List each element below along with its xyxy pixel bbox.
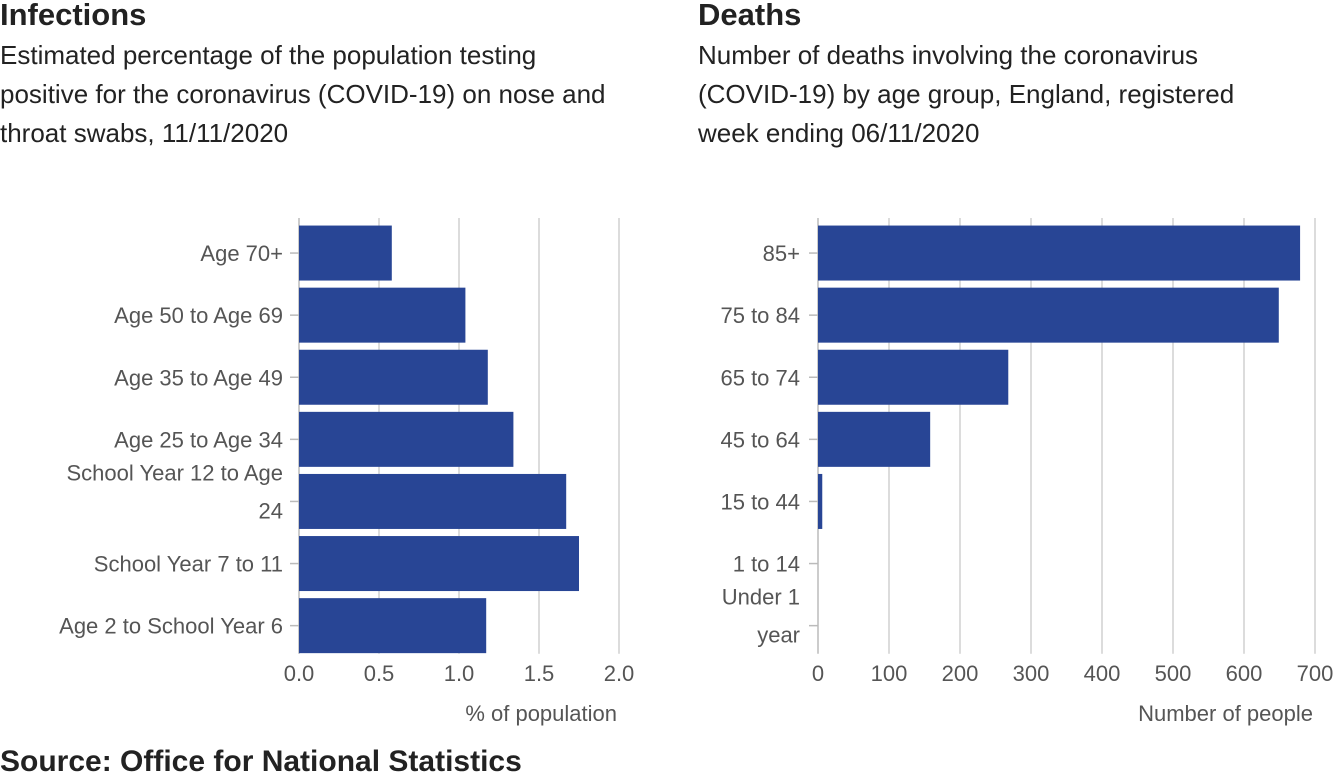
x-tick-label: 1.0: [444, 661, 475, 686]
x-tick-label: 600: [1226, 661, 1263, 686]
bar: [818, 411, 931, 467]
category-label: 15 to 44: [720, 489, 800, 514]
category-label: Age 2 to School Year 6: [59, 614, 283, 639]
source-note: Source: Office for National Statistics: [0, 745, 522, 778]
x-tick-label: 1.5: [524, 661, 555, 686]
infections-bar-chart: Age 70+ Age 50 to Age 69 Age 35 to Age 49 A…: [59, 218, 635, 726]
category-label: 75 to 84: [720, 303, 800, 328]
bar: [299, 598, 487, 654]
bar: [818, 287, 1279, 343]
x-tick-label: 700: [1297, 661, 1334, 686]
category-label: 65 to 74: [720, 365, 800, 390]
gridlines: [888, 218, 1316, 654]
bar: [299, 287, 466, 343]
x-tick-label: 500: [1155, 661, 1192, 686]
infections-subtitle: Estimated percentage of the population t…: [0, 40, 606, 148]
x-tick-label: 300: [1013, 661, 1050, 686]
infections-title: Infections: [0, 0, 147, 32]
x-tick-label: 2.0: [604, 661, 635, 686]
category-label: 1 to 14: [733, 552, 800, 577]
x-tick-label: 0: [812, 661, 824, 686]
category-label: Age 70+: [200, 241, 283, 266]
category-label: 85+: [763, 241, 800, 266]
category-label: Age 50 to Age 69: [114, 303, 283, 328]
x-tick-label: 0.5: [364, 661, 395, 686]
bar: [299, 225, 392, 281]
bar: [299, 411, 514, 467]
x-axis-title: % of population: [465, 701, 617, 726]
x-axis-title: Number of people: [1138, 701, 1313, 726]
x-tick-label: 100: [871, 661, 908, 686]
category-label: School Year 12 to Age 24: [66, 460, 283, 523]
x-tick-label: 400: [1084, 661, 1121, 686]
x-tick-label: 0.0: [284, 661, 315, 686]
category-label: Age 25 to Age 34: [114, 427, 283, 452]
bar: [299, 473, 567, 529]
category-label: Age 35 to Age 49: [114, 365, 283, 390]
bar: [818, 349, 1009, 405]
deaths-subtitle: Number of deaths involving the coronavir…: [698, 40, 1235, 148]
bar: [299, 349, 488, 405]
bar: [299, 536, 579, 592]
x-tick-label: 200: [942, 661, 979, 686]
bar: [818, 225, 1301, 281]
category-label: Under 1 year: [722, 585, 800, 648]
bar: [818, 473, 823, 529]
category-label: 45 to 64: [720, 427, 800, 452]
category-label: School Year 7 to 11: [94, 552, 283, 577]
deaths-title: Deaths: [698, 0, 802, 32]
deaths-bar-chart: 85+ 75 to 84 65 to 74 45 to 64 15 to 44 1 to …: [720, 218, 1334, 726]
